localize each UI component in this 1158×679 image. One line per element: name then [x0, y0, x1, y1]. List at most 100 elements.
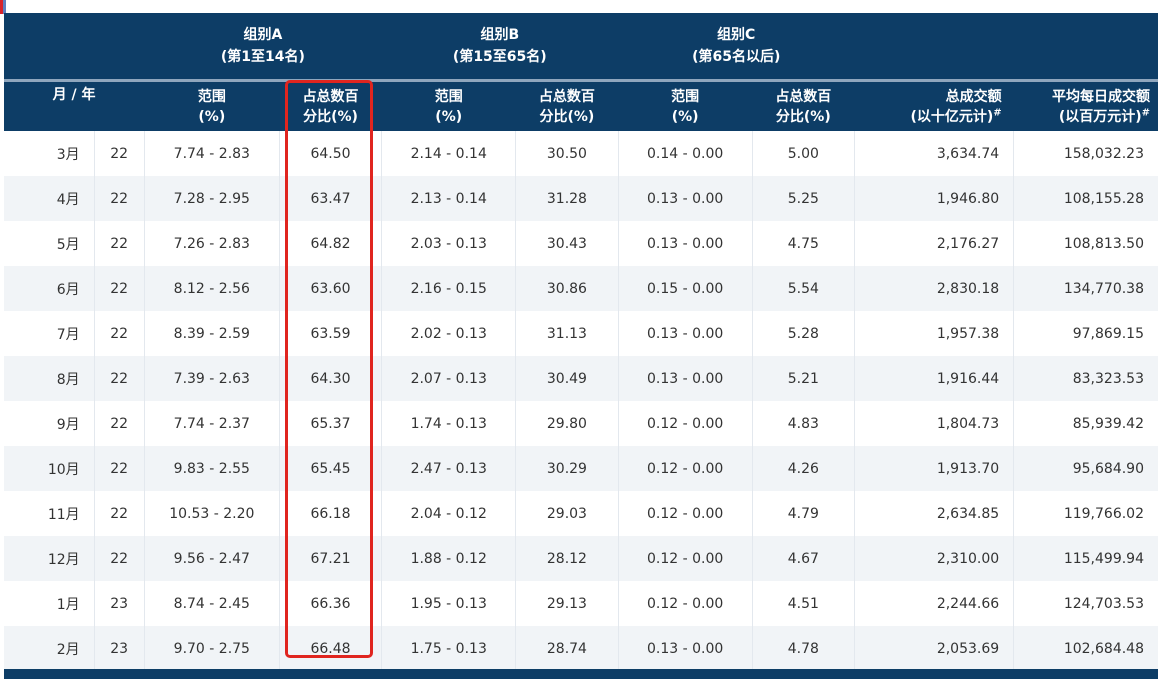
- cell-year: 22: [94, 536, 145, 581]
- cell-b-range: 1.74 - 0.13: [381, 401, 517, 446]
- cell-b-pct: 28.12: [515, 536, 619, 581]
- cell-b-range: 1.75 - 0.13: [381, 626, 517, 671]
- cell-c-range: 0.13 - 0.00: [618, 626, 753, 671]
- cell-month: 4月: [4, 176, 95, 221]
- cell-a-pct: 66.36: [279, 581, 383, 626]
- cell-total: 1,913.70: [854, 446, 1015, 491]
- cell-b-range: 2.04 - 0.12: [381, 491, 517, 536]
- table-row: 7月 22 8.39 - 2.59 63.59 2.02 - 0.13 31.13 0.13…: [4, 311, 1158, 356]
- cell-b-pct: 30.50: [515, 131, 619, 176]
- cell-avg: 158,032.23: [1013, 131, 1158, 176]
- cell-c-range: 0.14 - 0.00: [618, 131, 753, 176]
- cell-total: 1,957.38: [854, 311, 1015, 356]
- cell-avg: 134,770.38: [1013, 266, 1158, 311]
- cell-month: 9月: [4, 401, 95, 446]
- col-month-year: 月 / 年: [4, 80, 145, 131]
- group-b-header: 组别B (第15至65名): [381, 13, 619, 81]
- col-b-pct: 占总数百 分比(%): [515, 80, 619, 131]
- cell-avg: 95,684.90: [1013, 446, 1158, 491]
- accent-blue: [3, 0, 6, 14]
- cell-c-range: 0.13 - 0.00: [618, 176, 753, 221]
- cell-total: 1,804.73: [854, 401, 1015, 446]
- cell-year: 22: [94, 446, 145, 491]
- cell-month: 5月: [4, 221, 95, 266]
- table-row: 3月 22 7.74 - 2.83 64.50 2.14 - 0.14 30.50 0.14…: [4, 131, 1158, 176]
- cell-avg: 97,869.15: [1013, 311, 1158, 356]
- table-row: 5月 22 7.26 - 2.83 64.82 2.03 - 0.13 30.43 0.13…: [4, 221, 1158, 266]
- cell-a-pct: 64.50: [279, 131, 383, 176]
- cell-a-pct: 64.82: [279, 221, 383, 266]
- cell-month: 6月: [4, 266, 95, 311]
- cell-a-range: 9.56 - 2.47: [144, 536, 280, 581]
- group-c-name: 组别C: [717, 27, 756, 43]
- cell-a-pct: 65.37: [279, 401, 383, 446]
- cell-b-pct: 31.13: [515, 311, 619, 356]
- cell-a-range: 8.74 - 2.45: [144, 581, 280, 626]
- group-spacer-right: [854, 13, 1158, 81]
- table-row: 4月 22 7.28 - 2.95 63.47 2.13 - 0.14 31.28 0.13…: [4, 176, 1158, 221]
- cell-b-pct: 31.28: [515, 176, 619, 221]
- cell-a-pct: 66.48: [279, 626, 383, 671]
- cell-a-range: 7.28 - 2.95: [144, 176, 280, 221]
- group-a-sub: (第1至14名): [220, 49, 305, 65]
- cell-avg: 115,499.94: [1013, 536, 1158, 581]
- group-b-name: 组别B: [480, 27, 520, 43]
- cell-avg: 85,939.42: [1013, 401, 1158, 446]
- column-header-row: 月 / 年 范围 (%) 占总数百 分比(%) 范围 (%) 占总数百 分比(%) 范围…: [4, 80, 1158, 131]
- cell-month: 11月: [4, 491, 95, 536]
- turnover-table: 组别A (第1至14名) 组别B (第15至65名) 组别C (第65名以后) …: [4, 13, 1158, 671]
- cell-b-range: 2.16 - 0.15: [381, 266, 517, 311]
- table-row: 12月 22 9.56 - 2.47 67.21 1.88 - 0.12 28.12 0.1…: [4, 536, 1158, 581]
- table-row: 9月 22 7.74 - 2.37 65.37 1.74 - 0.13 29.80 0.12…: [4, 401, 1158, 446]
- cell-b-range: 1.88 - 0.12: [381, 536, 517, 581]
- cell-total: 1,946.80: [854, 176, 1015, 221]
- group-c-sub: (第65名以后): [692, 49, 781, 65]
- table-row: 2月 23 9.70 - 2.75 66.48 1.75 - 0.13 28.74 0.13…: [4, 626, 1158, 671]
- cell-total: 2,310.00: [854, 536, 1015, 581]
- cell-avg: 119,766.02: [1013, 491, 1158, 536]
- cell-month: 2月: [4, 626, 95, 671]
- table-row: 10月 22 9.83 - 2.55 65.45 2.47 - 0.13 30.29 0.1…: [4, 446, 1158, 491]
- cell-a-range: 7.74 - 2.37: [144, 401, 280, 446]
- group-header-row: 组别A (第1至14名) 组别B (第15至65名) 组别C (第65名以后): [4, 13, 1158, 81]
- cell-total: 2,176.27: [854, 221, 1015, 266]
- cell-a-range: 7.39 - 2.63: [144, 356, 280, 401]
- cell-month: 8月: [4, 356, 95, 401]
- cell-c-pct: 4.75: [752, 221, 855, 266]
- cell-c-range: 0.13 - 0.00: [618, 311, 753, 356]
- cell-year: 22: [94, 131, 145, 176]
- cell-year: 23: [94, 626, 145, 671]
- cell-c-range: 0.15 - 0.00: [618, 266, 753, 311]
- cell-a-range: 9.83 - 2.55: [144, 446, 280, 491]
- table-body: 3月 22 7.74 - 2.83 64.50 2.14 - 0.14 30.50 0.14…: [4, 131, 1158, 671]
- cell-c-range: 0.12 - 0.00: [618, 536, 753, 581]
- cell-c-pct: 5.28: [752, 311, 855, 356]
- cell-c-pct: 4.26: [752, 446, 855, 491]
- cell-b-pct: 28.74: [515, 626, 619, 671]
- cell-total: 3,634.74: [854, 131, 1015, 176]
- cell-a-range: 9.70 - 2.75: [144, 626, 280, 671]
- cell-b-range: 1.95 - 0.13: [381, 581, 517, 626]
- cell-c-pct: 5.25: [752, 176, 855, 221]
- cell-b-range: 2.13 - 0.14: [381, 176, 517, 221]
- cell-avg: 124,703.53: [1013, 581, 1158, 626]
- cell-c-pct: 4.79: [752, 491, 855, 536]
- col-avg-daily-turnover: 平均每日成交额 (以百万元计)#: [1013, 80, 1158, 131]
- col-c-range: 范围 (%): [618, 80, 753, 131]
- group-b-sub: (第15至65名): [452, 49, 547, 65]
- cell-a-pct: 66.18: [279, 491, 383, 536]
- cell-avg: 83,323.53: [1013, 356, 1158, 401]
- col-total-turnover: 总成交额 (以十亿元计)#: [854, 80, 1014, 131]
- cell-year: 22: [94, 311, 145, 356]
- col-a-pct: 占总数百 分比(%): [279, 80, 382, 131]
- cell-c-pct: 4.78: [752, 626, 855, 671]
- cell-c-pct: 4.51: [752, 581, 855, 626]
- cell-b-range: 2.47 - 0.13: [381, 446, 517, 491]
- cell-a-range: 8.12 - 2.56: [144, 266, 280, 311]
- cell-avg: 108,155.28: [1013, 176, 1158, 221]
- cell-year: 22: [94, 356, 145, 401]
- cell-b-range: 2.07 - 0.13: [381, 356, 517, 401]
- cell-month: 3月: [4, 131, 95, 176]
- turnover-table-container: 组别A (第1至14名) 组别B (第15至65名) 组别C (第65名以后) …: [4, 13, 1158, 671]
- cell-a-range: 8.39 - 2.59: [144, 311, 280, 356]
